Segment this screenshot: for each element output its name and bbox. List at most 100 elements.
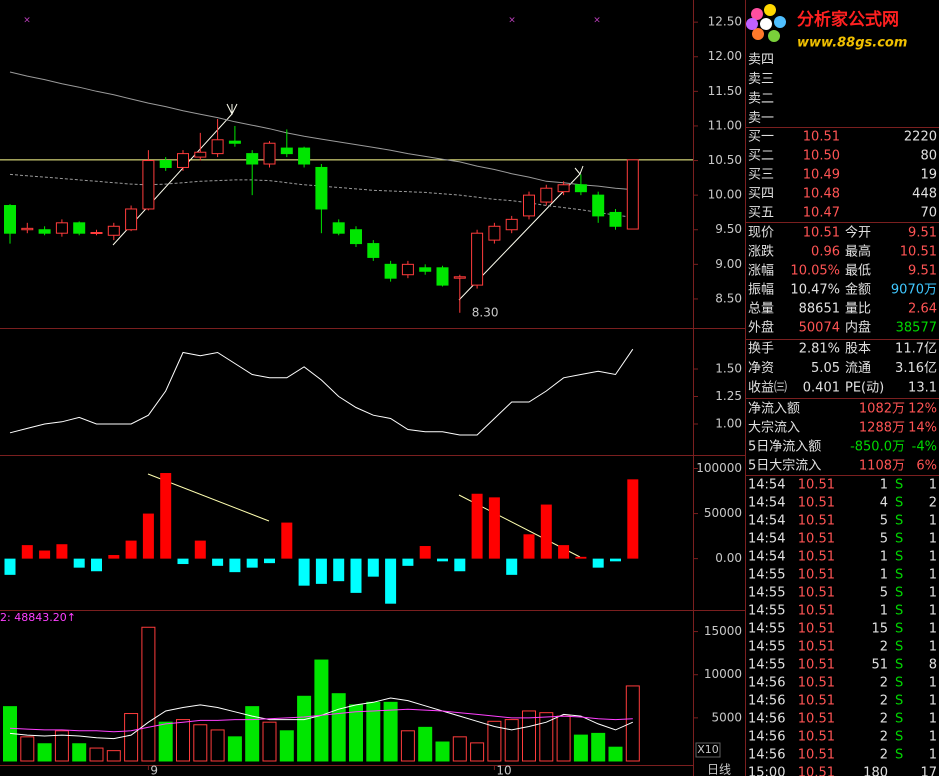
volume-bar: [452, 736, 467, 762]
volume-bar: [279, 730, 294, 762]
flow-bar: [39, 550, 51, 559]
panel-text: 10.51: [798, 712, 835, 727]
panel-text: 5日净流入额: [748, 440, 821, 455]
panel-text: 外盘: [748, 320, 774, 336]
panel-text: 收益㈢: [748, 381, 787, 396]
panel-text: S: [895, 532, 903, 547]
panel-text: 2.64: [908, 302, 937, 317]
candle-body: [523, 194, 535, 217]
panel-text: 5.05: [811, 361, 840, 376]
y-tick-label: 1.00: [715, 416, 742, 430]
volume-bar: [227, 736, 242, 762]
y-tick-label: 1.50: [715, 362, 742, 376]
panel-text: 1: [929, 514, 937, 529]
indicator-label: 2: 48843.20↑: [0, 611, 76, 624]
panel-text: 14:54: [748, 550, 785, 565]
panel-text: 最高: [845, 244, 871, 260]
logo-petal: [746, 18, 758, 30]
panel-text: 2: [880, 694, 888, 709]
panel-text: 1: [929, 532, 937, 547]
panel-text: 17: [920, 766, 937, 776]
panel-text: S: [895, 478, 903, 493]
panel-text: S: [895, 694, 903, 709]
flow-bar: [558, 545, 570, 559]
panel-text: 1: [880, 604, 888, 619]
panel-text: 股本: [845, 342, 871, 357]
panel-text: 14:56: [748, 730, 785, 745]
flow-bar: [315, 558, 327, 584]
volume-bar: [383, 701, 398, 762]
volume-bar: [539, 712, 554, 762]
panel-text: S: [895, 586, 903, 601]
candle-body: [367, 243, 380, 258]
panel-text: 12%: [908, 402, 937, 417]
volume-bar: [245, 706, 260, 762]
panel-text: S: [895, 514, 903, 529]
panel-text: 15: [871, 622, 888, 637]
panel-text: 14:55: [748, 586, 785, 601]
arrow-head: [574, 165, 584, 175]
volume-bar: [331, 693, 346, 762]
panel-text: 38577: [896, 321, 937, 336]
panel-text: 10.51: [798, 604, 835, 619]
panel-text: S: [895, 550, 903, 565]
markers: × × ×: [23, 16, 601, 26]
logo-petal: [751, 8, 763, 20]
volume-bar: [522, 710, 536, 762]
y-tick-label: 8.50: [715, 291, 742, 305]
logo-petal: [774, 16, 786, 28]
y-tick-label: 15000: [704, 624, 742, 638]
panel-text: 买一: [748, 130, 774, 145]
volume-bar: [487, 720, 502, 762]
volume-bar: [106, 750, 121, 762]
panel-text: 最低: [845, 264, 871, 279]
panel-text: 1: [880, 568, 888, 583]
panel-text: S: [895, 640, 903, 655]
flow-bar: [212, 558, 224, 566]
panel-text: 买三: [748, 168, 774, 183]
panel-text: 卖一: [748, 111, 774, 126]
low-annotation: 8.30: [472, 305, 499, 319]
flow-bar: [73, 558, 85, 568]
candle-body: [540, 187, 553, 203]
panel-text: S: [895, 568, 903, 583]
volume-bar: [591, 732, 606, 762]
panel-text: 6%: [916, 459, 937, 474]
candle-body: [107, 225, 120, 236]
panel-text: 2220: [904, 130, 937, 145]
y-tick-label: 12.00: [708, 49, 742, 63]
y-tick-label: 0.00: [715, 551, 742, 565]
panel-text: 2: [880, 676, 888, 691]
panel-text: 4: [880, 496, 888, 511]
panel-text: 10.51: [798, 532, 835, 547]
panel-text: 10.51: [798, 586, 835, 601]
panel-text: 10.51: [798, 496, 835, 511]
candle-body: [263, 142, 276, 165]
panel-text: 卖二: [748, 92, 774, 107]
candle-body: [350, 229, 362, 245]
panel-text: 10.51: [798, 550, 835, 565]
flow-bar: [367, 558, 379, 577]
y-tick-label: 9.50: [715, 222, 742, 236]
panel-text: 9.51: [908, 226, 937, 241]
candle-body: [592, 194, 605, 217]
panel-text: 10.51: [803, 226, 840, 241]
zoom-frame: [695, 742, 721, 758]
panel-text: 10.49: [803, 168, 840, 183]
zoom-box: X10: [695, 742, 721, 758]
panel-text: S: [895, 676, 903, 691]
y-tick-label: 10000: [704, 667, 742, 681]
panel-text: 80: [920, 149, 937, 164]
flow-bar: [454, 558, 466, 572]
panel-text: 5: [880, 586, 888, 601]
panel-text: 0.96: [811, 245, 840, 260]
panel-text: S: [895, 748, 903, 763]
flow-bar: [108, 555, 120, 559]
panel-text: S: [895, 712, 903, 727]
x-tick-label: 9: [150, 764, 158, 776]
panel-text: 10.47%: [790, 283, 840, 298]
moving-average: [9, 71, 633, 191]
volume-bar: [124, 713, 139, 762]
panel-text: 涨跌: [748, 244, 774, 260]
candle-body: [401, 263, 414, 276]
